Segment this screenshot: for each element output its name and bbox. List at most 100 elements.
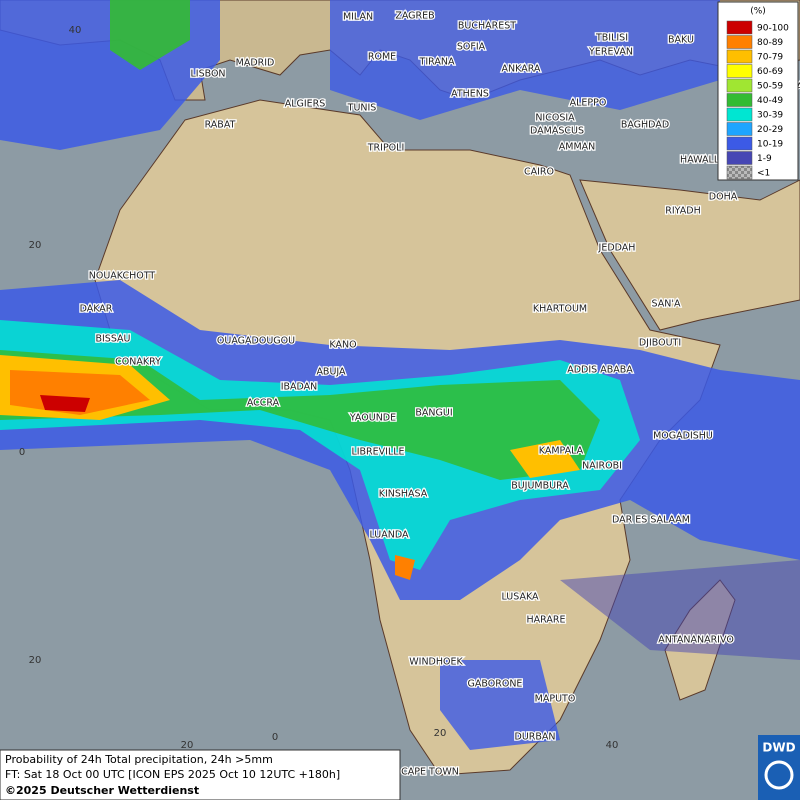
city-label: DURBAN	[515, 732, 556, 743]
city-label: DAR ES SALAAM	[612, 515, 690, 526]
city-label: NICOSIA	[535, 113, 575, 124]
city-label: MOGADISHU	[653, 431, 713, 442]
legend-swatch	[726, 165, 753, 180]
legend-swatch	[726, 136, 753, 151]
city-label: GABORONE	[468, 679, 523, 690]
city-label: DOHA	[709, 192, 738, 203]
city-label: MADRID	[236, 58, 275, 69]
city-label: OUAGADOUGOU	[217, 336, 295, 347]
precipitation	[0, 0, 800, 750]
city-label: LUANDA	[369, 530, 409, 541]
city-label: DAMASCUS	[530, 126, 584, 137]
lon-label: 40	[606, 740, 619, 751]
legend-swatch	[726, 122, 753, 136]
city-label: BISSAU	[95, 334, 130, 345]
lon-label: 20	[181, 740, 194, 751]
grid-labels: 40 20 0 20 20 0 20 40	[19, 25, 619, 751]
city-label: JEDDAH	[598, 243, 636, 254]
legend-label: 10-19	[757, 140, 783, 150]
legend-label: 80-89	[757, 38, 783, 48]
city-labels: MILAN ZAGREB BUCHAREST TBILISI BAKU LISBON MAD…	[78, 9, 800, 779]
city-label: ACCRA	[247, 398, 280, 409]
city-label: RABAT	[205, 120, 236, 131]
city-label: HAWALLI	[680, 155, 722, 166]
city-label: DAKAR	[80, 304, 113, 315]
city-label: TRIPOLI	[367, 143, 405, 154]
legend-label: 50-59	[757, 82, 783, 92]
city-label: KAMPALA	[539, 446, 584, 457]
city-label: NOUAKCHOTT	[89, 271, 156, 282]
legend-unit: (%)	[750, 7, 766, 17]
city-label: LISBON	[190, 69, 225, 80]
lat-label: 0	[19, 447, 25, 458]
lon-label: 0	[272, 732, 278, 743]
logo-text: DWD	[762, 741, 795, 755]
legend-label: 1-9	[757, 154, 772, 164]
caption-line: Probability of 24h Total precipitation, …	[5, 753, 273, 766]
city-label: CAPE TOWN	[401, 767, 459, 778]
city-label: BUCHAREST	[458, 21, 516, 32]
city-label: IBADAN	[281, 382, 318, 393]
city-label: MILAN	[343, 12, 373, 23]
legend-swatch	[726, 78, 753, 93]
city-label: ANTANANARIVO	[658, 635, 734, 646]
lat-label: 20	[29, 240, 42, 251]
caption: Probability of 24h Total precipitation, …	[0, 749, 401, 800]
caption-line: ©2025 Deutscher Wetterdienst	[5, 784, 199, 797]
city-label: BAKU	[668, 35, 694, 46]
city-label: AMMAN	[559, 142, 596, 153]
city-label: TBILISI	[595, 33, 628, 44]
city-label: SAN'A	[652, 299, 681, 310]
city-label: ZAGREB	[395, 11, 434, 22]
city-label: CAIRO	[524, 167, 554, 178]
lat-label: 20	[29, 655, 42, 666]
city-label: ABUJA	[316, 367, 346, 378]
city-label: WINDHOEK	[409, 657, 463, 668]
legend-swatch	[726, 20, 753, 35]
legend-swatch	[726, 35, 753, 49]
legend-label: 70-79	[757, 53, 783, 63]
city-label: ATHENS	[451, 89, 489, 100]
city-label: LIBREVILLE	[351, 447, 404, 458]
city-label: CONAKRY	[115, 357, 161, 368]
legend: (%) 90-100 80-89 70-79 60-69 50-59 40-49 30-39…	[717, 1, 799, 181]
city-label: KHARTOUM	[533, 304, 587, 315]
legend-label: 30-39	[757, 111, 783, 121]
city-label: BANGUI	[415, 408, 452, 419]
city-label: DJIBOUTI	[639, 338, 681, 349]
city-label: BAGHDAD	[621, 120, 669, 131]
legend-label: 40-49	[757, 96, 783, 106]
city-label: ALGIERS	[285, 99, 326, 110]
legend-label: 90-100	[757, 24, 789, 34]
legend-swatch	[726, 151, 753, 165]
city-label: TUNIS	[347, 103, 377, 114]
city-label: YEREVAN	[588, 47, 633, 58]
city-label: BUJUMBURA	[511, 481, 569, 492]
city-label: RIYADH	[665, 206, 700, 217]
logo-swirl	[764, 760, 794, 790]
legend-label: 20-29	[757, 125, 783, 135]
legend-label: <1	[757, 169, 770, 179]
city-label: YAOUNDE	[349, 413, 396, 424]
city-label: KANO	[329, 340, 356, 351]
city-label: ALEPPO	[570, 98, 607, 109]
legend-swatch	[726, 49, 753, 64]
logo: DWD	[758, 735, 800, 800]
city-label: LUSAKA	[501, 592, 539, 603]
legend-swatch	[726, 107, 753, 122]
city-label: SOFIA	[457, 42, 486, 53]
legend-swatch	[726, 64, 753, 78]
caption-line: FT: Sat 18 Oct 00 UTC [ICON EPS 2025 Oct…	[5, 768, 340, 781]
city-label: ADDIS ABABA	[567, 365, 633, 376]
legend-label: 60-69	[757, 67, 783, 77]
legend-swatch	[726, 93, 753, 107]
lon-label: 20	[434, 728, 447, 739]
city-label: ROME	[368, 52, 396, 63]
city-label: MAPUTO	[535, 694, 576, 705]
caption-box	[0, 749, 401, 800]
city-label: ANKARA	[502, 64, 541, 75]
city-label: KINSHASA	[379, 489, 428, 500]
city-label: NAIROBI	[582, 461, 622, 472]
lat-label: 40	[69, 25, 82, 36]
